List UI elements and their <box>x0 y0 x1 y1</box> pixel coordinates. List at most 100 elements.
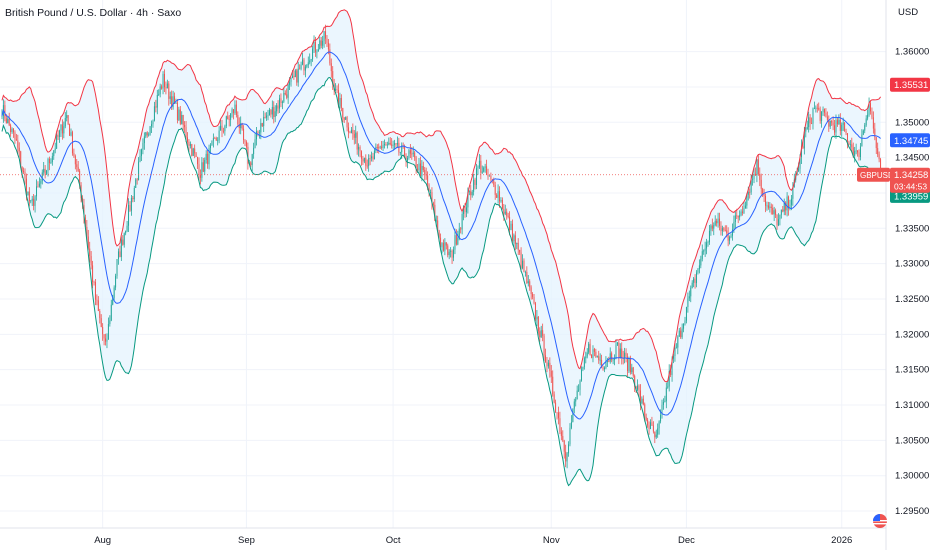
candle[interactable] <box>612 358 614 365</box>
candle[interactable] <box>320 37 322 49</box>
candle[interactable] <box>777 213 779 227</box>
candle[interactable] <box>615 339 617 360</box>
candle[interactable] <box>228 115 230 127</box>
candle[interactable] <box>342 107 344 123</box>
candle[interactable] <box>494 181 496 200</box>
candle[interactable] <box>677 335 679 355</box>
candle[interactable] <box>809 114 811 130</box>
candle[interactable] <box>296 68 298 86</box>
candle[interactable] <box>113 285 115 301</box>
candle[interactable] <box>93 280 95 286</box>
candle[interactable] <box>719 212 721 231</box>
candle[interactable] <box>697 267 699 275</box>
candle[interactable] <box>537 315 539 336</box>
candle[interactable] <box>868 97 870 117</box>
candle[interactable] <box>136 177 138 185</box>
candle[interactable] <box>143 132 145 150</box>
candle[interactable] <box>831 119 833 126</box>
candle[interactable] <box>563 439 565 459</box>
candle[interactable] <box>734 210 736 228</box>
candle[interactable] <box>63 121 65 139</box>
candle[interactable] <box>428 183 430 197</box>
candle[interactable] <box>325 24 327 45</box>
candle[interactable] <box>533 294 535 305</box>
candle[interactable] <box>721 225 723 236</box>
candle[interactable] <box>184 121 186 133</box>
candle[interactable] <box>41 169 43 185</box>
candle[interactable] <box>148 132 150 137</box>
candle[interactable] <box>536 309 538 327</box>
candle[interactable] <box>822 106 824 116</box>
candle[interactable] <box>302 52 304 66</box>
candle[interactable] <box>414 150 416 161</box>
candle[interactable] <box>66 110 68 122</box>
candle[interactable] <box>133 185 135 202</box>
candle[interactable] <box>703 249 705 255</box>
candle[interactable] <box>359 145 361 158</box>
candle[interactable] <box>92 260 94 289</box>
candle[interactable] <box>371 151 373 162</box>
candle[interactable] <box>440 233 442 248</box>
candle[interactable] <box>267 109 269 121</box>
candle[interactable] <box>864 122 866 134</box>
candle[interactable] <box>549 357 551 378</box>
candle[interactable] <box>339 92 341 109</box>
candle[interactable] <box>369 154 371 166</box>
candle[interactable] <box>450 247 452 258</box>
candle[interactable] <box>297 61 299 87</box>
candle[interactable] <box>181 111 183 125</box>
candle[interactable] <box>855 143 857 155</box>
candle[interactable] <box>648 421 650 435</box>
candle[interactable] <box>665 382 667 409</box>
candle[interactable] <box>43 161 45 176</box>
candle[interactable] <box>540 325 542 338</box>
candle[interactable] <box>142 138 144 155</box>
candle[interactable] <box>214 136 216 139</box>
candle[interactable] <box>105 333 107 346</box>
candle[interactable] <box>654 431 656 444</box>
candle[interactable] <box>468 190 470 196</box>
candle[interactable] <box>50 158 52 164</box>
candle[interactable] <box>261 122 263 128</box>
candle[interactable] <box>442 239 444 252</box>
candle[interactable] <box>128 198 130 232</box>
candle[interactable] <box>510 220 512 231</box>
candle[interactable] <box>651 416 653 427</box>
candle[interactable] <box>189 141 191 149</box>
candle[interactable] <box>59 129 61 143</box>
candle[interactable] <box>161 84 163 90</box>
candle[interactable] <box>476 163 478 190</box>
candle[interactable] <box>73 148 75 158</box>
candle[interactable] <box>304 64 306 78</box>
candle[interactable] <box>614 354 616 366</box>
candle[interactable] <box>813 101 815 110</box>
candle[interactable] <box>841 122 843 137</box>
candle[interactable] <box>649 419 651 430</box>
candle[interactable] <box>599 353 601 366</box>
candle[interactable] <box>346 115 348 132</box>
candle[interactable] <box>772 204 774 215</box>
candle[interactable] <box>474 177 476 190</box>
candle[interactable] <box>582 366 584 372</box>
candle[interactable] <box>234 100 236 115</box>
candle[interactable] <box>300 61 302 71</box>
candle[interactable] <box>381 140 383 150</box>
candle[interactable] <box>290 77 292 87</box>
candle[interactable] <box>306 64 308 69</box>
candle[interactable] <box>785 201 787 216</box>
candle[interactable] <box>44 165 46 179</box>
candle[interactable] <box>303 57 305 76</box>
candle[interactable] <box>857 150 859 157</box>
candle[interactable] <box>53 150 55 160</box>
candle[interactable] <box>483 166 485 173</box>
candle[interactable] <box>151 120 153 134</box>
candle[interactable] <box>603 366 605 373</box>
candle[interactable] <box>284 90 286 96</box>
candle[interactable] <box>67 115 69 126</box>
candle[interactable] <box>448 249 450 260</box>
candle[interactable] <box>54 142 56 154</box>
candle[interactable] <box>821 110 823 128</box>
candle[interactable] <box>846 133 848 149</box>
candle[interactable] <box>60 124 62 137</box>
